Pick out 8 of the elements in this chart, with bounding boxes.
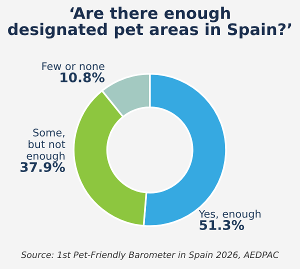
chart-title: ‘Are there enough designated pet areas in Spain?’ [8, 6, 292, 38]
data-label: 51.3% [200, 220, 244, 230]
data-label: 37.9% [20, 162, 65, 172]
slice-label: Yes, enough [198, 210, 261, 220]
data-label: 10.8% [60, 72, 105, 82]
slice-label: Few or none [42, 62, 104, 70]
slice-label: Some, but not enough [26, 128, 66, 162]
source-note: Source: 1st Pet-Friendly Barometer in Spain 2026, AEDPAC [21, 251, 279, 260]
